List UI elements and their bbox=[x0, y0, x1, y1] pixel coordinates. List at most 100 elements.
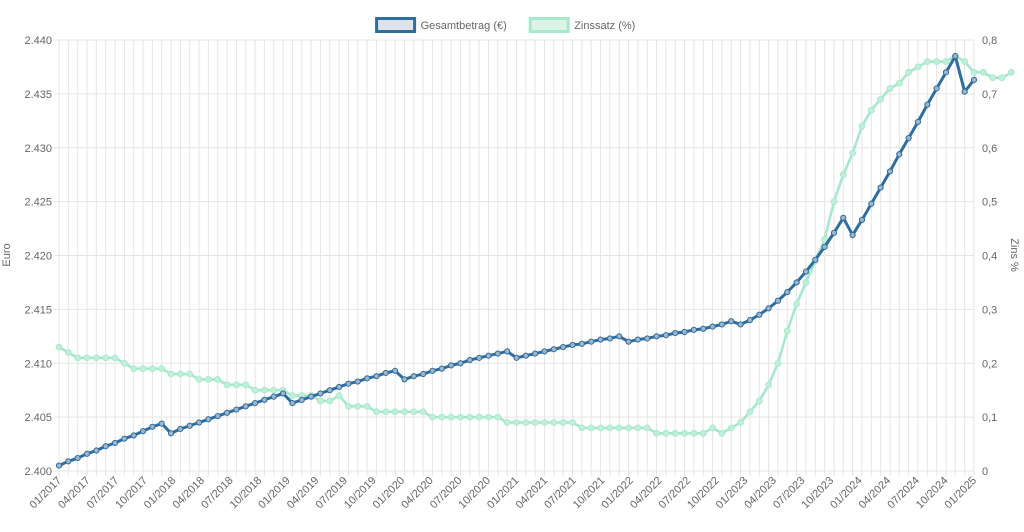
data-point bbox=[205, 416, 212, 423]
data-point bbox=[998, 74, 1006, 82]
data-point bbox=[270, 386, 278, 394]
data-point bbox=[307, 393, 315, 400]
data-point bbox=[830, 198, 838, 206]
data-point bbox=[326, 397, 334, 405]
data-point bbox=[494, 413, 502, 421]
y-left-tick-label: 2.405 bbox=[24, 412, 52, 424]
data-point bbox=[597, 424, 604, 432]
legend-label: Gesamtbetrag (€) bbox=[421, 20, 507, 32]
data-point bbox=[345, 402, 352, 410]
data-point bbox=[905, 134, 912, 142]
data-point bbox=[821, 243, 828, 250]
x-axis-ticks: 01/201704/201707/201710/201701/201804/20… bbox=[28, 475, 980, 512]
data-point bbox=[699, 429, 707, 437]
y-left-tick-label: 2.420 bbox=[24, 251, 52, 263]
data-point bbox=[186, 370, 194, 378]
data-point bbox=[662, 332, 669, 339]
data-point bbox=[970, 76, 978, 83]
data-point bbox=[588, 338, 595, 345]
data-point bbox=[149, 423, 156, 430]
data-point bbox=[429, 367, 436, 374]
data-point bbox=[354, 378, 361, 385]
data-point bbox=[251, 400, 259, 407]
y-axis-left-title: Euro bbox=[1, 243, 13, 266]
data-point bbox=[634, 336, 641, 343]
data-point bbox=[401, 376, 408, 383]
y-left-tick-label: 2.440 bbox=[24, 35, 52, 47]
data-point bbox=[92, 354, 100, 362]
data-point bbox=[839, 171, 847, 179]
data-point bbox=[671, 429, 679, 437]
data-point bbox=[83, 354, 91, 362]
data-point bbox=[737, 419, 744, 426]
data-point bbox=[961, 58, 969, 65]
data-point bbox=[905, 68, 913, 76]
data-point bbox=[550, 346, 557, 353]
y-left-tick-label: 2.410 bbox=[24, 358, 52, 370]
data-point bbox=[886, 85, 894, 92]
data-point bbox=[625, 338, 632, 345]
data-point bbox=[578, 340, 585, 347]
series-gesamtbetrag bbox=[55, 53, 978, 469]
data-point bbox=[924, 101, 931, 108]
y-left-tick-label: 2.415 bbox=[24, 304, 52, 316]
data-point bbox=[606, 335, 613, 342]
data-point bbox=[774, 359, 782, 367]
data-point bbox=[223, 381, 231, 389]
legend-item: Zinssatz (%) bbox=[528, 17, 635, 33]
data-point bbox=[438, 365, 445, 372]
data-point bbox=[111, 439, 119, 447]
legend-label: Zinssatz (%) bbox=[574, 20, 635, 32]
data-point bbox=[746, 408, 754, 416]
data-point bbox=[961, 88, 968, 95]
data-point bbox=[840, 214, 847, 221]
data-point bbox=[186, 422, 193, 429]
data-point bbox=[448, 362, 455, 369]
data-point bbox=[401, 408, 408, 416]
data-point bbox=[158, 365, 166, 373]
data-point bbox=[802, 268, 810, 275]
data-point bbox=[289, 392, 296, 399]
data-point bbox=[877, 184, 884, 191]
data-point bbox=[345, 380, 352, 387]
data-point bbox=[74, 454, 81, 462]
data-point bbox=[139, 428, 147, 435]
data-point bbox=[167, 430, 175, 437]
data-point bbox=[942, 58, 950, 65]
data-point bbox=[690, 429, 698, 437]
data-point bbox=[952, 53, 959, 60]
data-point bbox=[457, 413, 464, 421]
data-point bbox=[728, 318, 735, 325]
data-point bbox=[279, 390, 287, 397]
legend-item: Gesamtbetrag (€) bbox=[375, 17, 507, 33]
data-point bbox=[177, 425, 184, 433]
data-point bbox=[1007, 68, 1015, 76]
data-point bbox=[503, 419, 511, 426]
data-point bbox=[681, 328, 688, 336]
data-point bbox=[438, 413, 446, 421]
data-point bbox=[93, 447, 100, 454]
y-left-tick-label: 2.435 bbox=[24, 89, 52, 101]
data-point bbox=[643, 424, 651, 432]
data-point bbox=[513, 354, 520, 361]
data-point bbox=[634, 424, 642, 432]
data-point bbox=[83, 450, 91, 457]
data-point bbox=[541, 348, 548, 355]
data-point bbox=[382, 369, 389, 377]
data-point bbox=[970, 68, 978, 76]
data-point bbox=[550, 419, 558, 426]
data-point bbox=[102, 354, 110, 362]
data-point bbox=[756, 311, 763, 318]
data-point bbox=[261, 386, 268, 394]
data-point bbox=[690, 326, 698, 333]
y-left-tick-label: 2.425 bbox=[24, 197, 52, 209]
data-point bbox=[532, 350, 539, 357]
data-point bbox=[737, 321, 744, 328]
data-point bbox=[578, 424, 586, 432]
data-point bbox=[718, 429, 726, 437]
data-point bbox=[447, 413, 455, 421]
data-point bbox=[765, 305, 772, 312]
data-point bbox=[363, 402, 371, 410]
data-point bbox=[195, 419, 203, 426]
